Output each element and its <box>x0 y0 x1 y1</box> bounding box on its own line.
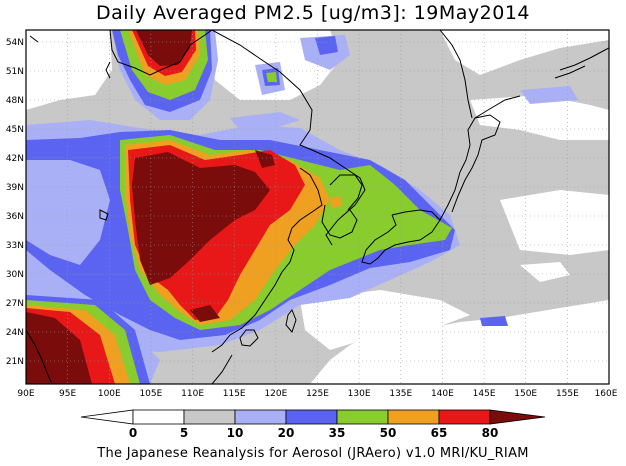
lon-label: 100E <box>98 389 121 399</box>
lon-axis: 90E 95E 100E 105E 110E 115E 120E 125E 13… <box>17 389 617 399</box>
lat-label: 33N <box>6 241 24 251</box>
colorbar-swatch <box>438 409 491 425</box>
colorbar-label: 65 <box>431 426 448 440</box>
colorbar-swatch <box>234 409 287 425</box>
colorbar-label: 10 <box>227 426 244 440</box>
lat-axis: 54N 51N 48N 45N 42N 39N 36N 33N 30N 27N … <box>6 38 24 367</box>
lon-label: 135E <box>389 389 412 399</box>
coastlines <box>26 30 609 384</box>
colorbar-label: 80 <box>482 426 499 440</box>
colorbar-label: 0 <box>129 426 137 440</box>
lon-label: 90E <box>17 389 34 399</box>
map-frame <box>25 29 610 385</box>
lat-label: 42N <box>6 154 24 164</box>
lon-label: 120E <box>264 389 287 399</box>
colorbar-label: 5 <box>180 426 188 440</box>
lon-label: 155E <box>556 389 579 399</box>
lon-label: 140E <box>431 389 454 399</box>
lon-label: 150E <box>514 389 537 399</box>
lat-label: 30N <box>6 270 24 280</box>
lon-label: 125E <box>306 389 329 399</box>
lat-label: 54N <box>6 38 24 48</box>
map-title: Daily Averaged PM2.5 [ug/m3]: 19May2014 <box>95 2 531 24</box>
lon-label: 145E <box>473 389 496 399</box>
lon-label: 105E <box>139 389 162 399</box>
lat-label: 36N <box>6 212 24 222</box>
pm25-field <box>26 30 609 384</box>
colorbar-swatch <box>387 409 440 425</box>
lon-label: 115E <box>223 389 246 399</box>
colorbar-label: 50 <box>380 426 397 440</box>
lon-label: 130E <box>348 389 371 399</box>
colorbar: 0 5 10 20 35 50 65 80 <box>80 409 546 440</box>
colorbar-swatch-max <box>489 409 546 425</box>
colorbar-swatch <box>183 409 236 425</box>
map-grid <box>26 30 609 384</box>
lat-label: 48N <box>6 96 24 106</box>
colorbar-swatch <box>132 409 185 425</box>
lon-label: 110E <box>181 389 204 399</box>
lat-label: 39N <box>6 183 24 193</box>
lat-label: 24N <box>6 328 24 338</box>
pm25-band-80-plus <box>132 152 270 285</box>
colorbar-label: 20 <box>278 426 295 440</box>
lat-label: 21N <box>6 357 24 367</box>
colorbar-swatch <box>336 409 389 425</box>
lat-label: 45N <box>6 125 24 135</box>
colorbar-label: 35 <box>329 426 346 440</box>
colorbar-swatch <box>285 409 338 425</box>
lat-label: 27N <box>6 299 24 309</box>
footer-credit: The Japanese Reanalysis for Aerosol (JRA… <box>97 446 529 461</box>
colorbar-swatch-min <box>80 409 134 425</box>
lon-label: 95E <box>59 389 76 399</box>
lon-label: 160E <box>595 389 618 399</box>
lat-label: 51N <box>6 67 24 77</box>
